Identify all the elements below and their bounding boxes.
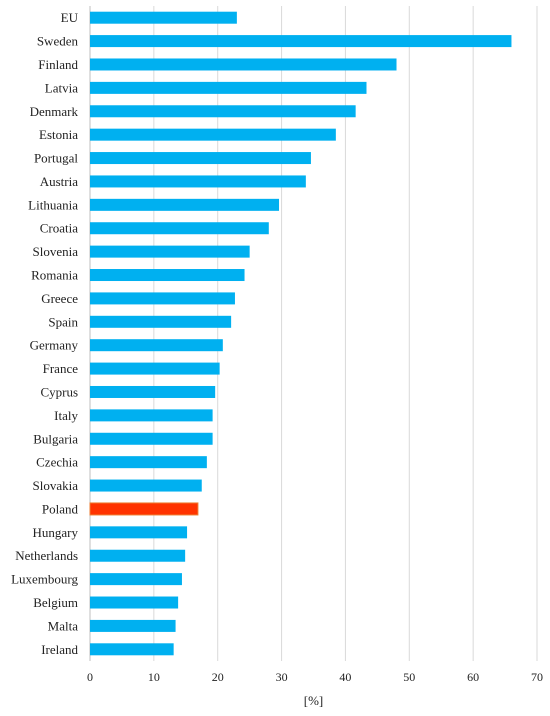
category-label: Poland: [42, 501, 79, 516]
x-tick-label: 40: [339, 670, 351, 684]
bar-france: [90, 362, 220, 375]
bar-czechia: [90, 456, 207, 469]
bars: [89, 11, 512, 656]
category-label: Romania: [31, 268, 78, 283]
category-label: Portugal: [34, 151, 78, 166]
bar-belgium: [90, 596, 179, 609]
category-label: Luxembourg: [11, 572, 78, 587]
x-tick-label: 50: [403, 670, 415, 684]
category-label: Bulgaria: [33, 431, 78, 446]
category-label: Lithuania: [28, 197, 78, 212]
bar-lithuania: [90, 198, 280, 211]
bar-ireland: [90, 643, 174, 656]
bar-germany: [90, 339, 223, 352]
bar-spain: [90, 315, 232, 328]
category-label: Italy: [54, 408, 78, 423]
category-label: Ireland: [41, 642, 78, 657]
x-tick-label: 10: [148, 670, 160, 684]
x-tick-label: 20: [212, 670, 224, 684]
category-label: Hungary: [33, 525, 79, 540]
category-labels: EU Sweden Finland Latvia Denmark Estonia Portu…: [11, 10, 79, 657]
category-label: Estonia: [39, 127, 78, 142]
category-label: Austria: [40, 174, 79, 189]
category-label: France: [43, 361, 79, 376]
bar-denmark: [90, 105, 356, 118]
category-label: Slovakia: [33, 478, 79, 493]
bar-estonia: [90, 128, 336, 141]
bar-netherlands: [90, 549, 186, 562]
x-tick-label: 60: [467, 670, 479, 684]
category-label: Sweden: [37, 34, 79, 49]
bar-austria: [90, 175, 306, 188]
x-tick-label: 0: [87, 670, 93, 684]
bar-italy: [90, 409, 213, 422]
bar-cyprus: [90, 385, 216, 398]
category-label: Denmark: [30, 104, 79, 119]
bar-greece: [90, 292, 235, 305]
bar-luxembourg: [90, 573, 182, 586]
category-label: Greece: [41, 291, 78, 306]
bar-sweden: [90, 35, 512, 48]
category-label: Czechia: [36, 455, 78, 470]
bar-finland: [90, 58, 397, 71]
bar-slovakia: [90, 479, 202, 492]
bar-slovenia: [90, 245, 250, 258]
category-label: Netherlands: [15, 548, 78, 563]
gridlines: [89, 6, 538, 661]
category-label: Cyprus: [40, 384, 78, 399]
category-label: Belgium: [33, 595, 78, 610]
x-tick-labels: 0 10 20 30 40 50 60 70: [87, 670, 543, 684]
bar-eu: [90, 11, 237, 24]
bar-croatia: [90, 222, 269, 235]
category-label: Malta: [48, 618, 79, 633]
category-label: Latvia: [45, 80, 78, 95]
bar-portugal: [90, 152, 311, 165]
bar-latvia: [90, 81, 367, 94]
category-label: Croatia: [40, 221, 78, 236]
bar-hungary: [90, 526, 188, 539]
bar-malta: [90, 619, 176, 632]
category-label: Germany: [30, 338, 79, 353]
category-label: Finland: [38, 57, 78, 72]
x-tick-label: 70: [531, 670, 543, 684]
category-label: EU: [61, 10, 79, 25]
category-label: Slovenia: [33, 244, 79, 259]
category-label: Spain: [48, 314, 78, 329]
bar-romania: [90, 269, 245, 282]
x-axis-title: [%]: [304, 693, 324, 708]
bar-bulgaria: [90, 432, 213, 445]
x-tick-label: 30: [276, 670, 288, 684]
bar-poland: [89, 502, 199, 516]
